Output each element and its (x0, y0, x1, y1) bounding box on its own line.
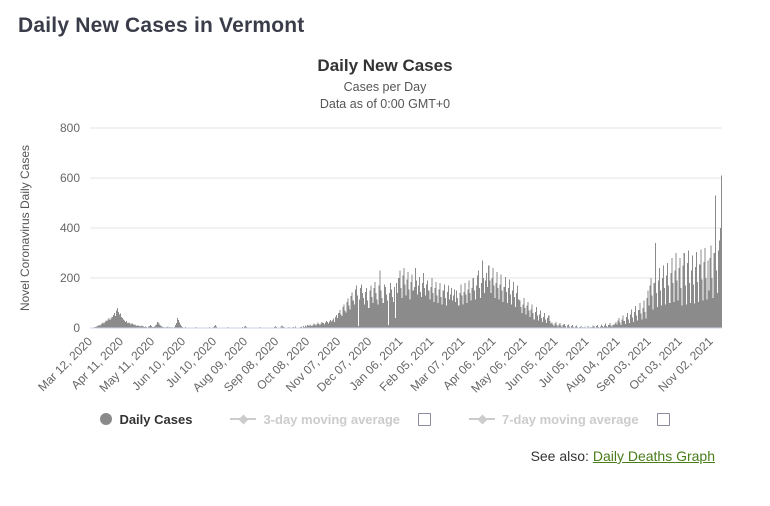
svg-text:400: 400 (60, 221, 80, 235)
legend-item-3day-average[interactable]: 3-day moving average (230, 412, 431, 427)
daily-cases-bars (90, 175, 722, 328)
legend-item-daily-cases[interactable]: Daily Cases (100, 412, 192, 427)
legend-label-3day-average: 3-day moving average (263, 411, 400, 427)
7day-average-checkbox[interactable] (656, 412, 670, 426)
legend-label-7day-average: 7-day moving average (502, 411, 639, 427)
7day-average-marker-icon (469, 413, 495, 425)
3day-average-marker-icon (230, 413, 257, 425)
daily-cases-marker-icon (100, 413, 113, 425)
svg-text:200: 200 (60, 271, 80, 285)
chart-subtitle-cases-per-day: Cases per Day (343, 80, 427, 94)
see-also-row: See also: Daily Deaths Graph (15, 448, 755, 464)
chart-title: Daily New Cases (317, 56, 453, 75)
legend-item-7day-average[interactable]: 7-day moving average (469, 412, 670, 427)
y-axis-title: Novel Coronavirus Daily Cases (18, 145, 32, 311)
see-also-prefix: See also: (530, 448, 589, 464)
legend-label-daily-cases: Daily Cases (119, 411, 193, 427)
daily-cases-bar-chart: 0 200 400 600 800 Novel Coronavirus Daily Cas… (18, 121, 722, 396)
chart-container: Daily New Cases Cases per Day Data as of… (15, 56, 755, 464)
3day-average-checkbox[interactable] (418, 412, 431, 426)
y-tick-labels: 0 200 400 600 800 (60, 121, 80, 335)
daily-deaths-graph-link[interactable]: Daily Deaths Graph (592, 448, 715, 464)
svg-text:600: 600 (60, 171, 80, 185)
svg-text:800: 800 (60, 121, 80, 135)
svg-text:0: 0 (73, 321, 80, 335)
y-gridlines (90, 127, 722, 279)
page-title: Daily New Cases in Vermont (18, 14, 305, 37)
chart-legend: Daily Cases 3-day moving average 7-day m… (15, 406, 755, 432)
chart-subtitle-data-asof: Data as of 0:00 GMT+0 (319, 97, 451, 111)
